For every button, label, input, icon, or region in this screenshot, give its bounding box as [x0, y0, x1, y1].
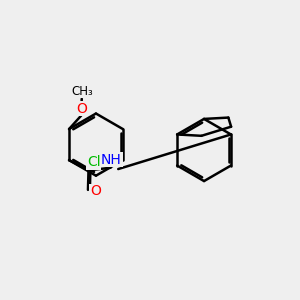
Text: CH₃: CH₃ — [71, 85, 93, 98]
Text: NH: NH — [101, 153, 122, 166]
Text: O: O — [76, 102, 87, 116]
Text: O: O — [90, 184, 101, 198]
Text: Cl: Cl — [87, 155, 101, 169]
